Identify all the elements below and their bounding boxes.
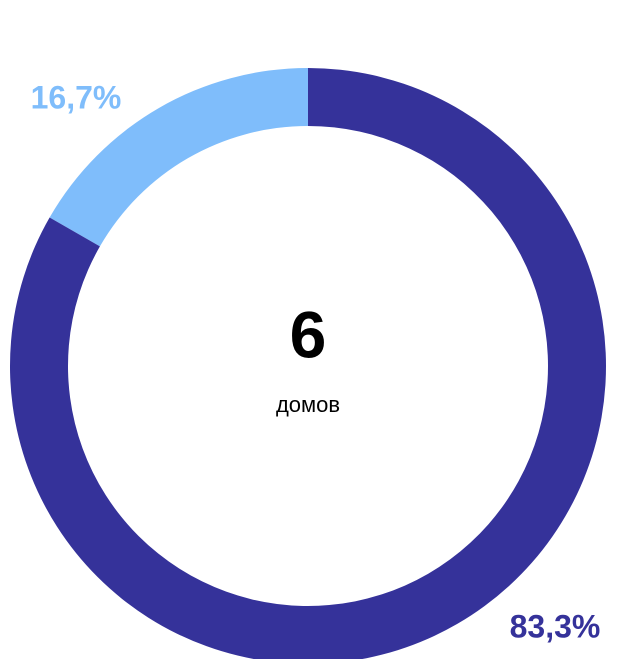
center-label: домов [276, 392, 340, 417]
value-label: 83,3% [510, 608, 601, 644]
donut-segment [49, 68, 309, 247]
value-label: 16,7% [31, 79, 122, 115]
center-total: 6 [290, 297, 327, 371]
